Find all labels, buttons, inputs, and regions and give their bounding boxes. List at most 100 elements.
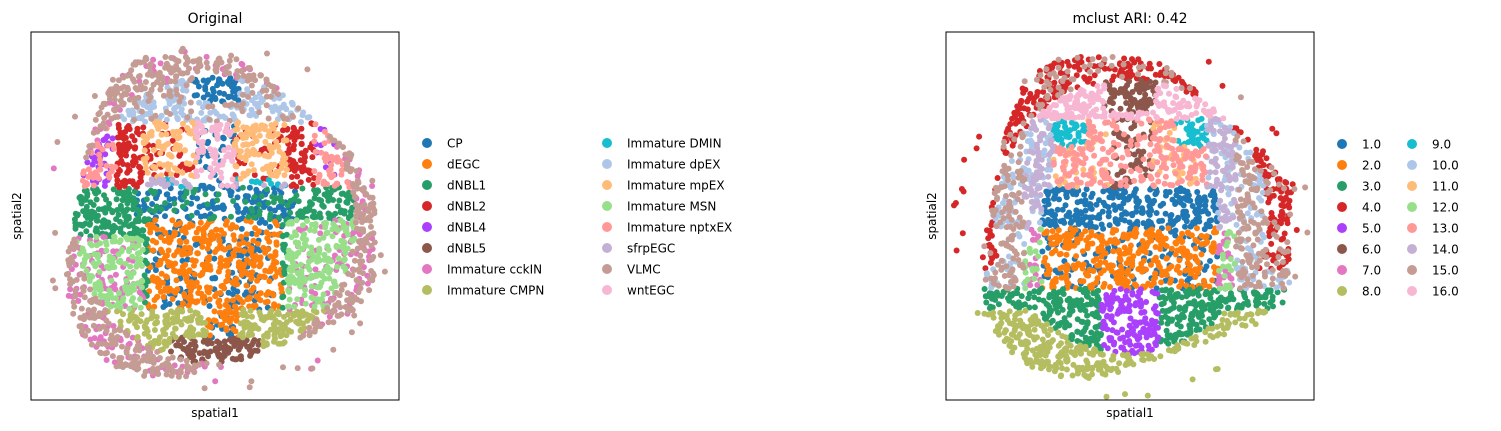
point xyxy=(249,230,255,237)
point xyxy=(1083,186,1090,193)
point xyxy=(163,273,169,280)
point xyxy=(149,201,156,207)
point xyxy=(187,221,194,227)
point xyxy=(229,291,236,298)
point xyxy=(264,331,271,338)
point xyxy=(1077,278,1084,285)
point xyxy=(1179,331,1186,338)
point xyxy=(155,139,162,145)
point xyxy=(100,323,107,330)
point xyxy=(155,371,162,377)
point xyxy=(1162,235,1169,242)
point xyxy=(192,159,199,166)
point xyxy=(1009,115,1016,122)
point xyxy=(157,150,164,157)
point xyxy=(162,54,169,60)
point xyxy=(215,162,222,169)
point xyxy=(218,283,225,290)
point xyxy=(172,104,179,111)
point xyxy=(1082,335,1089,342)
point xyxy=(246,384,253,391)
point xyxy=(990,199,997,206)
point xyxy=(325,210,332,217)
legend-label: sfrpEGC xyxy=(627,242,675,256)
point xyxy=(248,245,255,252)
point xyxy=(204,284,210,291)
point xyxy=(1073,72,1080,79)
point xyxy=(290,134,297,141)
point xyxy=(111,233,117,240)
point xyxy=(269,163,276,170)
point xyxy=(151,327,158,333)
point xyxy=(254,240,261,247)
point xyxy=(1240,301,1247,307)
legend-label: dNBL1 xyxy=(447,179,486,193)
point xyxy=(1200,277,1207,284)
point xyxy=(239,78,246,85)
point xyxy=(1102,259,1109,266)
point xyxy=(243,129,250,136)
point xyxy=(309,365,316,372)
point xyxy=(1082,228,1089,235)
point xyxy=(105,264,112,271)
point xyxy=(1095,296,1102,303)
point xyxy=(94,298,101,305)
point xyxy=(161,237,168,244)
point xyxy=(126,96,133,103)
point xyxy=(1066,311,1073,318)
point xyxy=(100,233,107,240)
point xyxy=(344,290,351,297)
point xyxy=(164,191,171,198)
point xyxy=(244,296,251,303)
point xyxy=(328,162,335,168)
point xyxy=(183,357,190,364)
point xyxy=(1281,230,1288,237)
point xyxy=(181,194,187,201)
point xyxy=(1026,304,1033,311)
legend-label: Immature CMPN xyxy=(447,284,544,298)
point xyxy=(353,168,360,175)
point xyxy=(69,278,76,285)
point xyxy=(1158,272,1165,279)
point xyxy=(112,238,119,245)
point xyxy=(267,144,273,151)
point xyxy=(273,195,280,202)
point xyxy=(206,184,213,190)
point xyxy=(108,277,115,284)
point xyxy=(336,140,343,147)
point xyxy=(1203,263,1210,270)
point xyxy=(1098,253,1105,260)
point xyxy=(183,238,190,245)
point xyxy=(165,247,172,254)
point xyxy=(255,100,262,107)
point xyxy=(146,333,153,340)
point xyxy=(270,83,277,90)
point xyxy=(150,247,157,254)
legend-item: wntEGC xyxy=(602,284,674,298)
point xyxy=(1233,125,1240,132)
point xyxy=(224,273,231,279)
point xyxy=(70,299,77,306)
point xyxy=(273,259,280,266)
point xyxy=(258,216,265,223)
point xyxy=(255,325,262,332)
point xyxy=(175,373,182,380)
point xyxy=(1107,237,1114,244)
point xyxy=(1145,218,1152,225)
point xyxy=(267,310,274,317)
point xyxy=(1099,247,1106,254)
point xyxy=(207,236,214,243)
legend-label: Immature nptxEX xyxy=(627,221,732,235)
point xyxy=(1109,77,1116,84)
point xyxy=(210,88,217,95)
point xyxy=(1138,209,1145,215)
point xyxy=(1066,62,1073,69)
point xyxy=(263,340,270,347)
point xyxy=(202,191,209,198)
point xyxy=(1198,251,1205,258)
point xyxy=(321,256,328,263)
point xyxy=(1089,223,1096,230)
point xyxy=(223,278,230,285)
point xyxy=(1117,257,1124,264)
